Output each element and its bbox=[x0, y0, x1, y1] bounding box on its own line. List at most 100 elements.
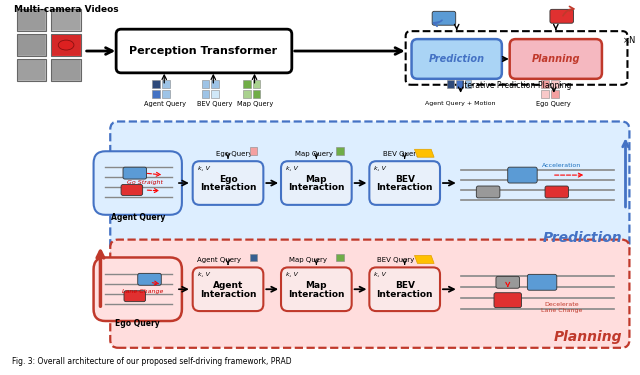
FancyBboxPatch shape bbox=[152, 90, 160, 98]
Polygon shape bbox=[415, 149, 434, 157]
FancyBboxPatch shape bbox=[545, 186, 568, 198]
FancyBboxPatch shape bbox=[508, 167, 537, 183]
Text: Ego Query: Ego Query bbox=[115, 319, 160, 328]
Text: Interaction: Interaction bbox=[288, 183, 344, 192]
FancyBboxPatch shape bbox=[51, 34, 81, 56]
Text: Perception Transformer: Perception Transformer bbox=[129, 46, 278, 56]
Text: Planning: Planning bbox=[554, 330, 623, 344]
FancyBboxPatch shape bbox=[116, 29, 292, 73]
Text: Map Query: Map Query bbox=[237, 100, 274, 106]
FancyBboxPatch shape bbox=[18, 60, 45, 80]
FancyBboxPatch shape bbox=[541, 80, 549, 88]
FancyBboxPatch shape bbox=[250, 147, 257, 155]
Text: Map: Map bbox=[305, 281, 327, 290]
Text: Agent: Agent bbox=[213, 281, 243, 290]
FancyBboxPatch shape bbox=[496, 276, 520, 288]
FancyBboxPatch shape bbox=[250, 254, 257, 261]
FancyBboxPatch shape bbox=[465, 80, 472, 88]
Text: Map Query: Map Query bbox=[295, 151, 333, 157]
FancyBboxPatch shape bbox=[336, 147, 344, 155]
Text: k, V: k, V bbox=[198, 272, 209, 277]
FancyBboxPatch shape bbox=[406, 31, 627, 85]
FancyBboxPatch shape bbox=[163, 90, 170, 98]
Text: Prediction: Prediction bbox=[543, 231, 623, 244]
FancyBboxPatch shape bbox=[281, 161, 352, 205]
FancyBboxPatch shape bbox=[121, 184, 143, 195]
Text: Agent Query + Motion: Agent Query + Motion bbox=[426, 100, 496, 106]
Text: Interaction: Interaction bbox=[200, 183, 256, 192]
Text: Ego: Ego bbox=[219, 175, 237, 184]
FancyBboxPatch shape bbox=[527, 274, 557, 290]
FancyBboxPatch shape bbox=[281, 267, 352, 311]
FancyBboxPatch shape bbox=[51, 59, 81, 81]
FancyBboxPatch shape bbox=[18, 10, 45, 30]
FancyBboxPatch shape bbox=[456, 80, 463, 88]
Text: Decelerate
Lane Change: Decelerate Lane Change bbox=[541, 302, 582, 313]
Text: BEV: BEV bbox=[395, 175, 415, 184]
Text: BEV Query: BEV Query bbox=[196, 100, 232, 106]
FancyBboxPatch shape bbox=[253, 90, 260, 98]
Text: Agent Query: Agent Query bbox=[144, 100, 186, 106]
Text: Iterative Prediction-Planning: Iterative Prediction-Planning bbox=[462, 81, 572, 90]
FancyBboxPatch shape bbox=[550, 9, 573, 23]
FancyBboxPatch shape bbox=[138, 273, 161, 285]
FancyBboxPatch shape bbox=[253, 80, 260, 88]
Text: Interaction: Interaction bbox=[288, 290, 344, 299]
FancyBboxPatch shape bbox=[110, 240, 629, 348]
FancyBboxPatch shape bbox=[52, 35, 80, 55]
Text: Lane Change: Lane Change bbox=[122, 289, 163, 294]
Text: BEV Query: BEV Query bbox=[383, 151, 420, 157]
Text: BEV: BEV bbox=[395, 281, 415, 290]
FancyBboxPatch shape bbox=[123, 167, 147, 179]
FancyBboxPatch shape bbox=[412, 39, 502, 79]
FancyBboxPatch shape bbox=[51, 9, 81, 31]
FancyBboxPatch shape bbox=[551, 80, 559, 88]
Text: k, V: k, V bbox=[198, 166, 209, 171]
FancyBboxPatch shape bbox=[494, 293, 522, 308]
FancyBboxPatch shape bbox=[93, 258, 182, 321]
FancyBboxPatch shape bbox=[152, 80, 160, 88]
FancyBboxPatch shape bbox=[202, 80, 209, 88]
Text: Map Query: Map Query bbox=[289, 257, 327, 263]
Text: k, V: k, V bbox=[286, 272, 298, 277]
FancyBboxPatch shape bbox=[369, 161, 440, 205]
FancyBboxPatch shape bbox=[52, 60, 80, 80]
FancyBboxPatch shape bbox=[163, 80, 170, 88]
FancyBboxPatch shape bbox=[509, 39, 602, 79]
Text: Ego Query: Ego Query bbox=[536, 100, 572, 106]
Text: Fig. 3: Overall architecture of our proposed self-driving framework, PRAD: Fig. 3: Overall architecture of our prop… bbox=[12, 357, 292, 366]
Text: Agent Query: Agent Query bbox=[111, 213, 165, 222]
Text: Multi-camera Videos: Multi-camera Videos bbox=[14, 5, 118, 14]
Text: Planning: Planning bbox=[532, 54, 580, 64]
FancyBboxPatch shape bbox=[369, 267, 440, 311]
FancyBboxPatch shape bbox=[17, 34, 47, 56]
FancyBboxPatch shape bbox=[551, 90, 559, 98]
Text: Map: Map bbox=[305, 175, 327, 184]
FancyBboxPatch shape bbox=[18, 35, 45, 55]
FancyBboxPatch shape bbox=[432, 11, 456, 25]
FancyBboxPatch shape bbox=[17, 9, 47, 31]
FancyBboxPatch shape bbox=[110, 122, 629, 255]
FancyBboxPatch shape bbox=[336, 254, 344, 261]
FancyBboxPatch shape bbox=[193, 161, 263, 205]
FancyBboxPatch shape bbox=[17, 59, 47, 81]
FancyBboxPatch shape bbox=[211, 80, 219, 88]
Text: Interaction: Interaction bbox=[376, 183, 433, 192]
Text: Prediction: Prediction bbox=[429, 54, 484, 64]
Polygon shape bbox=[415, 255, 434, 263]
FancyBboxPatch shape bbox=[202, 90, 209, 98]
Text: k, V: k, V bbox=[374, 166, 386, 171]
Text: Go Straight: Go Straight bbox=[127, 180, 163, 184]
FancyBboxPatch shape bbox=[476, 186, 500, 198]
FancyBboxPatch shape bbox=[541, 90, 549, 98]
Ellipse shape bbox=[58, 40, 74, 50]
Text: Interaction: Interaction bbox=[376, 290, 433, 299]
FancyBboxPatch shape bbox=[52, 10, 80, 30]
Text: Agent Query: Agent Query bbox=[196, 257, 241, 263]
Text: k, V: k, V bbox=[286, 166, 298, 171]
FancyBboxPatch shape bbox=[447, 80, 454, 88]
FancyBboxPatch shape bbox=[211, 90, 219, 98]
Text: Interaction: Interaction bbox=[200, 290, 256, 299]
Text: Acceleration: Acceleration bbox=[542, 163, 581, 168]
FancyBboxPatch shape bbox=[124, 291, 145, 302]
